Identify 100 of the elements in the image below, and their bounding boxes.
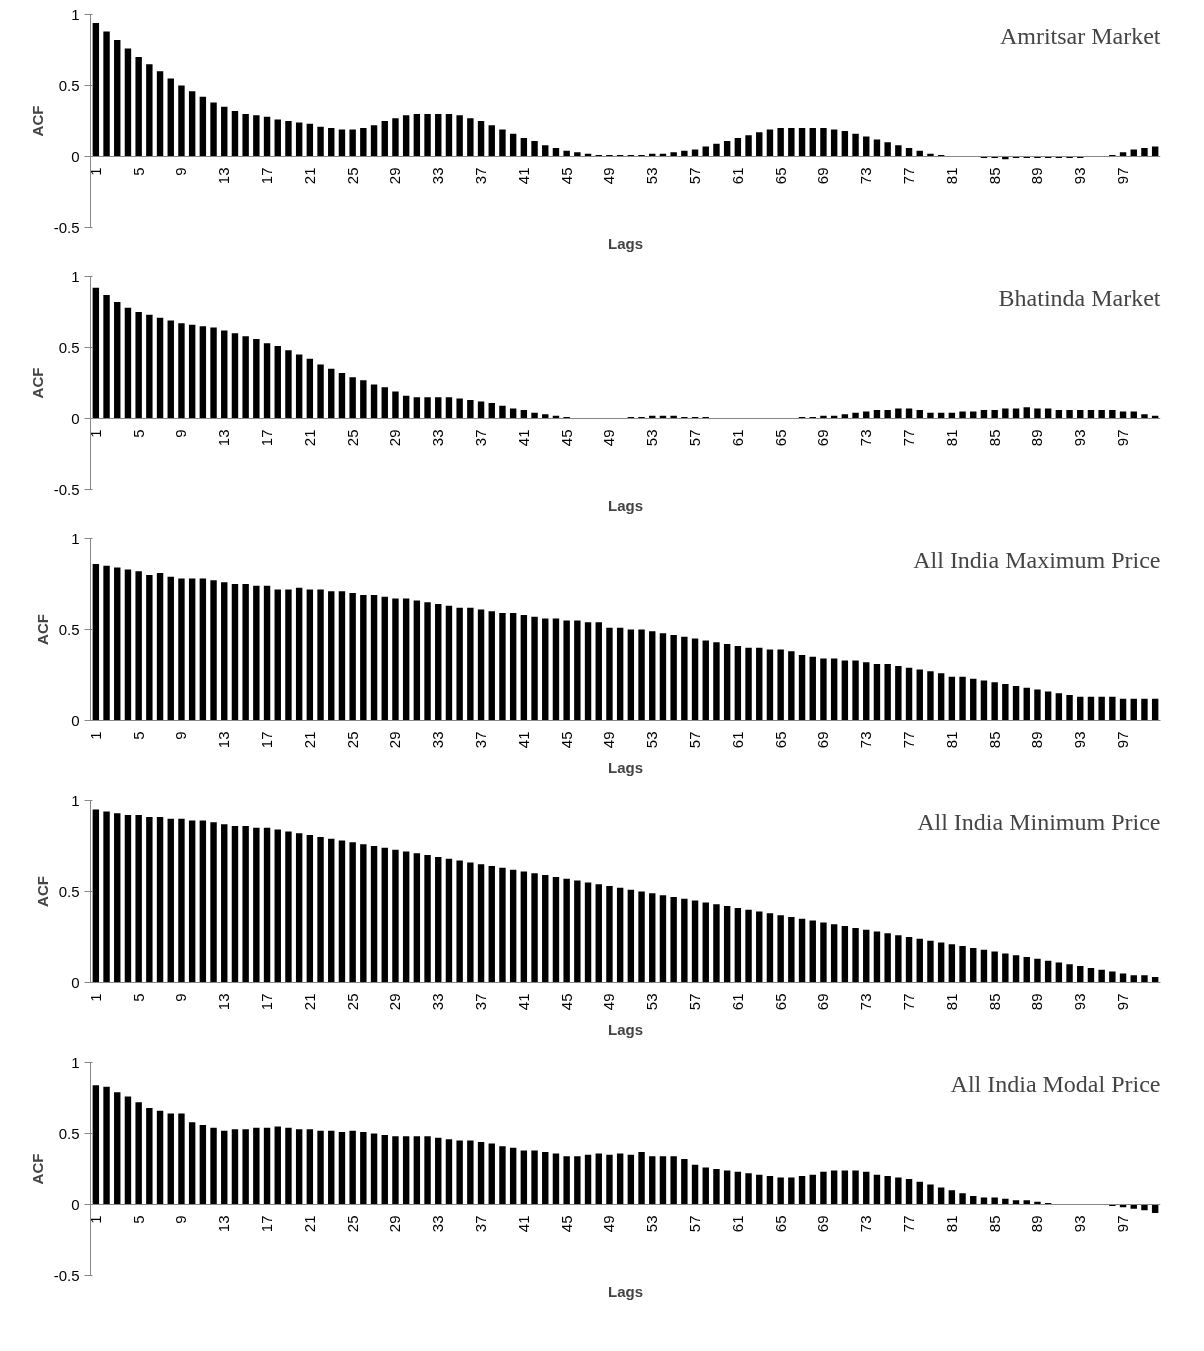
x-tick-label: 93 <box>1071 993 1089 1011</box>
x-tick-label: 53 <box>643 731 661 749</box>
x-tick-label: 21 <box>300 429 318 447</box>
x-tick-label: 57 <box>686 993 704 1011</box>
x-tick-label: 97 <box>1114 993 1132 1011</box>
x-tick-label: 77 <box>900 429 918 447</box>
x-tick-label: 61 <box>728 731 746 749</box>
x-tick-label: 73 <box>857 731 875 749</box>
x-tick-label: 17 <box>258 429 276 447</box>
x-tick-label: 77 <box>900 167 918 185</box>
x-tick-label: 5 <box>129 429 147 438</box>
x-tick-label: 49 <box>600 993 618 1011</box>
x-tick-label: 73 <box>857 1215 875 1233</box>
x-tick-label: 1 <box>86 1215 104 1224</box>
y-axis-title: ACF <box>33 614 51 645</box>
x-tick-label: 17 <box>258 731 276 749</box>
x-tick-label: 5 <box>129 167 147 176</box>
x-tick-label: 93 <box>1071 731 1089 749</box>
x-tick-label: 65 <box>771 167 789 185</box>
x-tick-label: 1 <box>86 429 104 438</box>
x-tick-label: 21 <box>300 731 318 749</box>
y-tick-label: 1 <box>71 5 80 23</box>
x-tick-label: 53 <box>643 1215 661 1233</box>
x-tick-label: 41 <box>514 429 532 447</box>
x-tick-label: 5 <box>129 731 147 740</box>
x-tick-label: 85 <box>985 429 1003 447</box>
x-tick-label: 13 <box>215 731 233 749</box>
x-tick-label: 85 <box>985 1215 1003 1233</box>
y-tick-label: 0.5 <box>58 620 80 638</box>
x-tick-label: 97 <box>1114 1215 1132 1233</box>
x-tick-label: 81 <box>942 993 960 1011</box>
x-tick-label: 45 <box>557 1215 575 1233</box>
x-tick-label: 81 <box>942 731 960 749</box>
x-axis-title: Lags <box>608 496 644 514</box>
x-tick-label: 97 <box>1114 731 1132 749</box>
x-tick-label: 45 <box>557 731 575 749</box>
x-tick-label: 85 <box>985 731 1003 749</box>
x-tick-label: 29 <box>386 1215 404 1233</box>
x-tick-label: 53 <box>643 993 661 1011</box>
x-tick-label: 81 <box>942 429 960 447</box>
x-axis-title: Lags <box>608 758 644 776</box>
x-tick-label: 5 <box>129 1215 147 1224</box>
x-tick-label: 93 <box>1071 429 1089 447</box>
x-tick-label: 41 <box>514 1215 532 1233</box>
x-tick-label: 73 <box>857 429 875 447</box>
x-tick-label: 57 <box>686 429 704 447</box>
x-axis-title: Lags <box>608 1282 644 1300</box>
x-tick-label: 37 <box>472 993 490 1011</box>
x-tick-label: 17 <box>258 993 276 1011</box>
x-tick-label: 29 <box>386 167 404 185</box>
x-tick-label: 29 <box>386 731 404 749</box>
x-tick-label: 5 <box>129 993 147 1002</box>
y-tick-label: 0.5 <box>58 338 80 356</box>
x-tick-label: 69 <box>814 167 832 185</box>
x-tick-label: 69 <box>814 1215 832 1233</box>
y-tick-label: 1 <box>71 791 80 809</box>
x-tick-label: 33 <box>429 993 447 1011</box>
y-tick-label: -0.5 <box>53 480 80 498</box>
x-tick-label: 61 <box>728 429 746 447</box>
x-tick-label: 85 <box>985 167 1003 185</box>
y-tick-label: 0 <box>71 711 80 729</box>
x-tick-label: 73 <box>857 167 875 185</box>
x-tick-label: 77 <box>900 993 918 1011</box>
x-tick-label: 13 <box>215 1215 233 1233</box>
x-tick-label: 33 <box>429 429 447 447</box>
y-tick-label: 1 <box>71 529 80 547</box>
chart-title: All India Maximum Price <box>913 546 1161 573</box>
x-tick-label: 65 <box>771 993 789 1011</box>
y-axis-title: ACF <box>28 367 46 399</box>
y-tick-label: 0.5 <box>58 1124 80 1142</box>
x-tick-label: 61 <box>728 1215 746 1233</box>
y-axis-title: ACF <box>28 105 46 137</box>
x-tick-label: 33 <box>429 731 447 749</box>
x-tick-label: 45 <box>557 993 575 1011</box>
y-tick-label: 1 <box>71 1053 80 1071</box>
y-tick-label: 0.5 <box>58 882 80 900</box>
x-tick-label: 41 <box>514 167 532 185</box>
x-tick-label: 89 <box>1028 731 1046 749</box>
x-tick-label: 65 <box>771 429 789 447</box>
y-tick-label: 0 <box>71 973 80 991</box>
x-tick-label: 41 <box>514 993 532 1011</box>
x-tick-label: 21 <box>300 993 318 1011</box>
x-tick-label: 45 <box>557 167 575 185</box>
x-tick-label: 89 <box>1028 1215 1046 1233</box>
y-tick-label: -0.5 <box>53 218 80 236</box>
x-tick-label: 69 <box>814 993 832 1011</box>
chart-title: Bhatinda Market <box>998 284 1161 311</box>
x-tick-label: 89 <box>1028 993 1046 1011</box>
x-tick-label: 69 <box>814 429 832 447</box>
x-tick-label: 21 <box>300 167 318 185</box>
x-tick-label: 57 <box>686 1215 704 1233</box>
x-tick-label: 69 <box>814 731 832 749</box>
x-tick-label: 49 <box>600 429 618 447</box>
x-tick-label: 37 <box>472 731 490 749</box>
x-tick-label: 77 <box>900 1215 918 1233</box>
x-tick-label: 25 <box>343 1215 361 1233</box>
y-axis-title: ACF <box>28 1153 46 1185</box>
x-tick-label: 25 <box>343 731 361 749</box>
x-tick-label: 25 <box>343 429 361 447</box>
x-tick-label: 37 <box>472 429 490 447</box>
